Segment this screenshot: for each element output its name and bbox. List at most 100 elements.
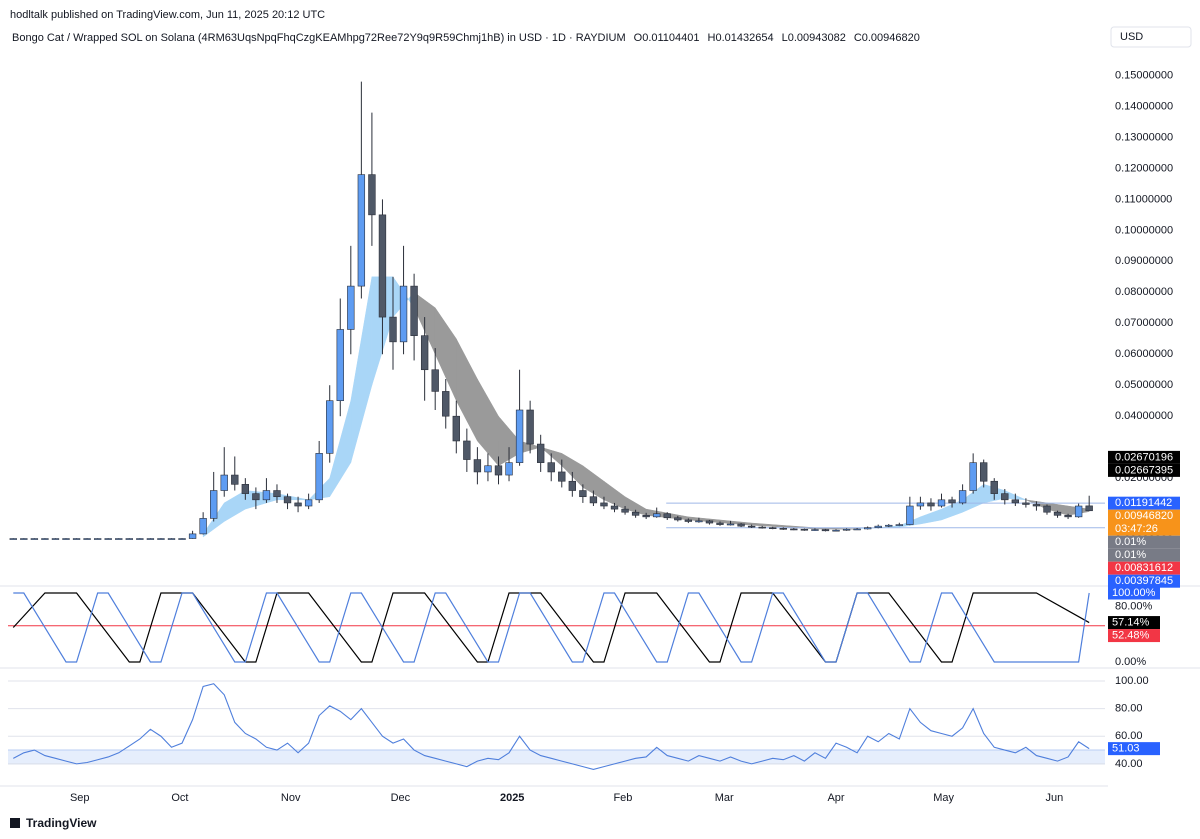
candle-body xyxy=(642,515,650,518)
candle-body xyxy=(927,502,935,507)
candle-body xyxy=(1032,504,1041,507)
candle-body xyxy=(937,499,946,507)
candle-body xyxy=(220,474,228,491)
ohlc-label: L0.00943082 xyxy=(782,32,846,44)
price-tag xyxy=(1108,561,1180,575)
y-tick-label: 0.06000000 xyxy=(1115,348,1173,360)
logo-mark xyxy=(10,818,20,828)
candle-body xyxy=(1074,505,1083,518)
price-tag-label: 0.01% xyxy=(1115,536,1146,548)
candle-body xyxy=(674,517,682,521)
candle-body xyxy=(283,496,292,504)
candle-body xyxy=(431,369,439,392)
price-tag-label: 0.02667395 xyxy=(1115,464,1173,476)
candle-body xyxy=(1053,511,1062,516)
y-tick-label: 40.00 xyxy=(1115,758,1143,770)
candle-body xyxy=(41,538,49,540)
candle-body xyxy=(347,285,355,330)
candle-body xyxy=(885,524,893,527)
band xyxy=(8,750,1105,764)
y-tick-label: 0.12000000 xyxy=(1115,162,1173,174)
candle-body xyxy=(104,538,112,540)
y-tick-label: 100.00 xyxy=(1115,675,1149,687)
candle-body xyxy=(969,462,977,491)
y-tick-label: 0.13000000 xyxy=(1115,131,1173,143)
y-tick-label: 0.05000000 xyxy=(1115,379,1173,391)
candle-body xyxy=(779,528,787,530)
candle-body xyxy=(336,329,344,402)
candle-body xyxy=(653,513,661,518)
price-tag-label: 0.01% xyxy=(1115,549,1146,561)
candle-body xyxy=(115,538,123,540)
candle-body xyxy=(494,465,503,476)
candle-body xyxy=(558,471,566,482)
ohlc-label: C0.00946820 xyxy=(854,32,920,44)
price-tag xyxy=(1108,535,1180,549)
candle-body xyxy=(832,529,840,532)
candle-body xyxy=(747,525,756,528)
candle-body xyxy=(199,518,207,535)
candle-body xyxy=(125,538,133,540)
candle-body xyxy=(210,490,218,519)
candle-body xyxy=(895,524,903,526)
candle-body xyxy=(93,538,102,540)
candle-body xyxy=(790,528,798,531)
price-tag xyxy=(1108,548,1180,562)
candle-body xyxy=(420,335,429,371)
candle-body xyxy=(1043,505,1051,513)
candle-body xyxy=(1085,505,1093,512)
price-tag-label: 0.00946820 xyxy=(1115,510,1173,522)
x-tick-label: May xyxy=(933,792,954,804)
candle-body xyxy=(716,522,724,525)
value-tag xyxy=(1108,586,1160,600)
x-tick-label: Dec xyxy=(391,792,411,804)
candle-body xyxy=(980,462,988,482)
candle-body xyxy=(304,499,313,507)
value-tag xyxy=(1108,616,1160,630)
candle-body xyxy=(874,525,882,528)
candle-body xyxy=(695,520,703,523)
candle-body xyxy=(252,493,260,501)
candle-body xyxy=(20,538,28,540)
candle-body xyxy=(1022,502,1030,505)
y-tick-label: 80.00% xyxy=(1115,601,1153,613)
candle-body xyxy=(368,174,376,216)
candle-body xyxy=(758,526,766,529)
candle-body xyxy=(452,415,460,442)
tradingview-logo: TradingView xyxy=(10,816,97,830)
candle-body xyxy=(610,505,619,510)
candle-body xyxy=(442,391,450,417)
price-plot xyxy=(9,81,1105,540)
currency-button[interactable] xyxy=(1110,26,1192,48)
price-tag-countdown: 03:47:26 xyxy=(1115,523,1158,535)
candle-body xyxy=(990,480,998,494)
ohlc-label: O0.01104401 xyxy=(634,32,700,44)
candle-body xyxy=(505,462,513,476)
currency[interactable]: USD xyxy=(1120,31,1143,43)
y-tick-label: 0.08000000 xyxy=(1115,286,1173,298)
candle-body xyxy=(83,538,91,540)
candle-body xyxy=(906,505,914,525)
candle-body xyxy=(136,538,144,540)
price-tag-label: 0.00397845 xyxy=(1115,575,1173,587)
y-tick-label: 0.15000000 xyxy=(1115,69,1173,81)
candle-body xyxy=(463,440,471,460)
candle-body xyxy=(579,490,587,498)
candle-body xyxy=(916,502,925,507)
value-tag-label: 100.00% xyxy=(1112,587,1156,599)
publisher: hodltalk published on TradingView.com, J… xyxy=(10,9,325,21)
candle-body xyxy=(631,511,640,516)
candle-body xyxy=(800,528,809,531)
candle-body xyxy=(863,527,872,530)
price-tag xyxy=(1108,574,1180,588)
candle-body xyxy=(948,499,956,504)
y-tick-label: 0.04000000 xyxy=(1115,410,1173,422)
y-tick-label: 60.00 xyxy=(1115,730,1143,742)
candle-body xyxy=(167,538,176,540)
candle-body xyxy=(62,538,70,540)
candle-body xyxy=(357,174,366,287)
candle-body xyxy=(146,538,155,540)
candle-body xyxy=(842,528,851,531)
